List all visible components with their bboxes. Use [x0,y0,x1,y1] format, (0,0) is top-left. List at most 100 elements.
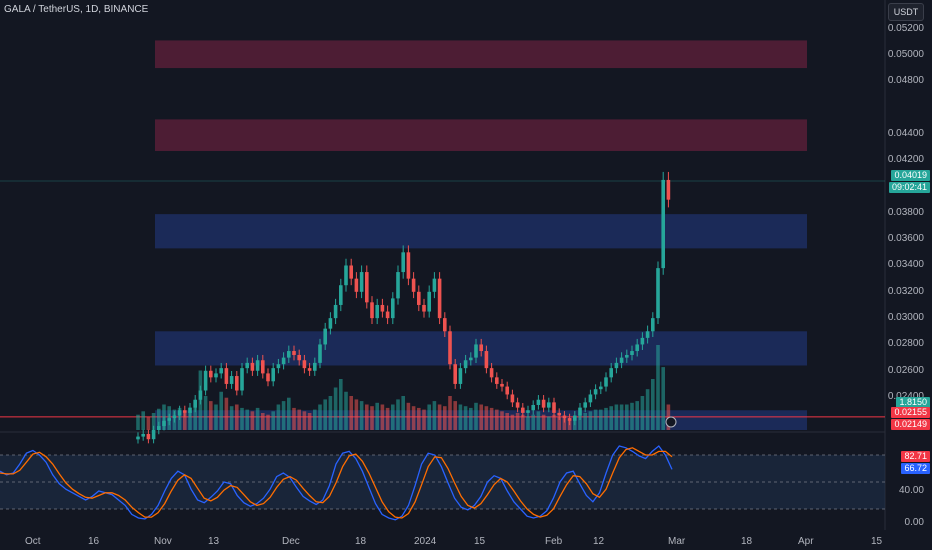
candle-body-38 [333,304,338,319]
currency-button[interactable]: USDT [888,3,924,21]
line-tag: 0.02155 [891,407,930,418]
stoch-d-line [0,447,673,519]
volume-bar-19 [235,404,239,430]
volume-bar-52 [406,402,411,430]
price-axis-label-5: 0.03800 [887,206,924,218]
candle-body-21 [245,362,249,369]
osc-axis-label-40: 40.00 [898,485,924,496]
volume-bar-93 [619,404,624,430]
volume-bar-15 [214,404,218,430]
volume-bar-25 [266,414,270,430]
volume-bar-56 [427,404,431,430]
candle-body-9 [183,410,187,413]
time-axis-label-2: Nov [154,536,172,547]
volume-bar-10 [188,411,192,430]
volume-bar-57 [432,401,437,430]
price-axis-label-12: 0.02400 [888,391,924,402]
candle-body-94 [625,354,629,358]
volume-bar-17 [224,397,229,430]
volume-bar-86 [583,413,587,430]
candle-body-90 [604,377,608,387]
candle-body-85 [578,407,582,416]
time-axis-label-8: Feb [545,536,563,547]
volume-bar-65 [474,402,478,430]
candle-body-102 [666,179,671,200]
volume-bar-41 [349,396,353,430]
volume-bar-36 [323,399,327,430]
volume-bar-71 [505,413,509,430]
volume-bar-82 [562,418,567,430]
price-axis-label-10: 0.02800 [887,338,924,350]
price-axis-label-6: 0.03600 [887,233,924,245]
volume-bar-70 [500,411,504,430]
volume-bar-73 [515,413,520,430]
candle-body-73 [515,402,520,408]
volume-bar-0 [136,414,140,430]
candle-body-19 [235,376,239,391]
candle-body-100 [656,268,660,319]
volume-bar-31 [297,409,301,430]
volume-bar-18 [229,406,234,430]
candle-body-28 [281,357,286,365]
volume-bar-74 [521,414,525,430]
osc-axis-label-0: 0.00 [904,517,924,528]
candle-body-42 [354,278,359,292]
candle-body-89 [599,386,603,390]
volume-bar-80 [552,414,556,430]
volume-bar-24 [261,413,265,430]
volume-bar-77 [536,411,541,430]
candle-body-64 [469,357,473,361]
candle-body-6 [167,418,171,421]
volume-bar-61 [453,401,457,430]
candle-body-24 [261,360,265,374]
volume-bar-76 [531,414,535,430]
volume-bar-30 [292,407,296,430]
candle-body-40 [344,265,348,286]
volume-bar-90 [604,407,608,430]
candle-body-7 [172,415,177,419]
volume-bar-22 [250,411,255,430]
candle-body-84 [573,415,577,421]
candle-body-49 [391,298,395,319]
candle-body-66 [479,344,483,352]
volume-bar-87 [588,411,593,430]
time-axis-label-5: 18 [355,536,367,547]
volume-bar-98 [645,389,650,430]
volume-bar-23 [255,407,260,430]
candle-body-88 [593,389,598,395]
candle-body-0 [136,436,140,440]
volume-bar-67 [484,406,489,430]
volume-bar-68 [489,407,494,430]
candle-body-75 [526,410,530,413]
time-axis-label-3: 13 [208,536,220,547]
time-axis-label-6: 2024 [414,536,437,547]
volume-bar-99 [651,379,655,430]
time-axis-label-11: 18 [741,536,753,547]
volume-bar-3 [151,413,156,430]
candle-body-96 [635,344,639,352]
candle-body-11 [193,399,197,408]
candle-body-16 [219,368,223,374]
volume-bar-27 [276,404,281,430]
candle-body-80 [552,402,556,413]
volume-bar-48 [385,407,390,430]
candle-body-22 [250,362,255,371]
volume-bar-85 [578,414,582,430]
volume-bar-21 [245,409,249,430]
candle-body-72 [510,394,515,403]
candle-body-95 [630,351,634,355]
candle-body-57 [432,278,437,292]
price-axis-label-9: 0.03000 [887,312,924,324]
candle-body-30 [292,351,296,355]
candle-body-51 [401,252,405,273]
volume-bar-33 [307,413,312,430]
volume-bar-40 [344,391,348,430]
price-axis-label-8: 0.03200 [887,285,924,297]
price-axis-label-2: 0.04800 [887,75,924,87]
stoch-band [0,455,885,509]
candle-body-35 [318,344,322,363]
volume-bar-44 [365,404,369,430]
volume-bar-55 [422,409,426,430]
